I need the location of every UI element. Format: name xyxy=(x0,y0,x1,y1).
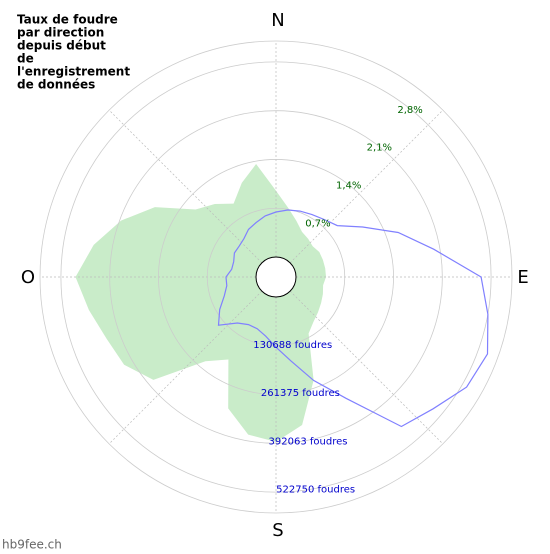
chart-title: de xyxy=(17,52,34,66)
chart-title: Taux de foudre xyxy=(17,13,118,27)
area xyxy=(75,164,326,442)
watermark: hb9fee.ch xyxy=(2,538,62,551)
r-tick-label: 2,1% xyxy=(367,143,392,154)
spoke xyxy=(108,109,263,264)
direction-label: S xyxy=(272,520,283,541)
grid-circle xyxy=(60,61,492,493)
spoke xyxy=(108,290,263,445)
r-tick-label: 1,4% xyxy=(336,181,361,192)
line xyxy=(217,209,489,428)
grid-circle xyxy=(158,159,394,395)
r2-tick-label: 130688 foudres xyxy=(253,340,332,351)
chart-title: de données xyxy=(17,78,95,92)
chart-title: l'enregistrement xyxy=(17,65,130,79)
chart-title: depuis début xyxy=(17,39,106,53)
r2-tick-label: 261375 foudres xyxy=(261,388,340,399)
chart-title: par direction xyxy=(17,26,104,40)
outer-circle xyxy=(39,40,513,514)
direction-label: O xyxy=(21,267,35,288)
direction-label: E xyxy=(517,267,528,288)
r2-tick-label: 522750 foudres xyxy=(276,484,355,495)
r-tick-label: 0,7% xyxy=(305,219,330,230)
center-hole xyxy=(255,256,297,298)
spoke xyxy=(289,109,444,264)
spoke xyxy=(289,290,444,445)
grid-circle xyxy=(206,207,346,347)
direction-label: N xyxy=(271,10,284,31)
grid-circle xyxy=(109,110,443,444)
r-tick-label: 2,8% xyxy=(397,105,422,116)
r2-tick-label: 392063 foudres xyxy=(269,436,348,447)
